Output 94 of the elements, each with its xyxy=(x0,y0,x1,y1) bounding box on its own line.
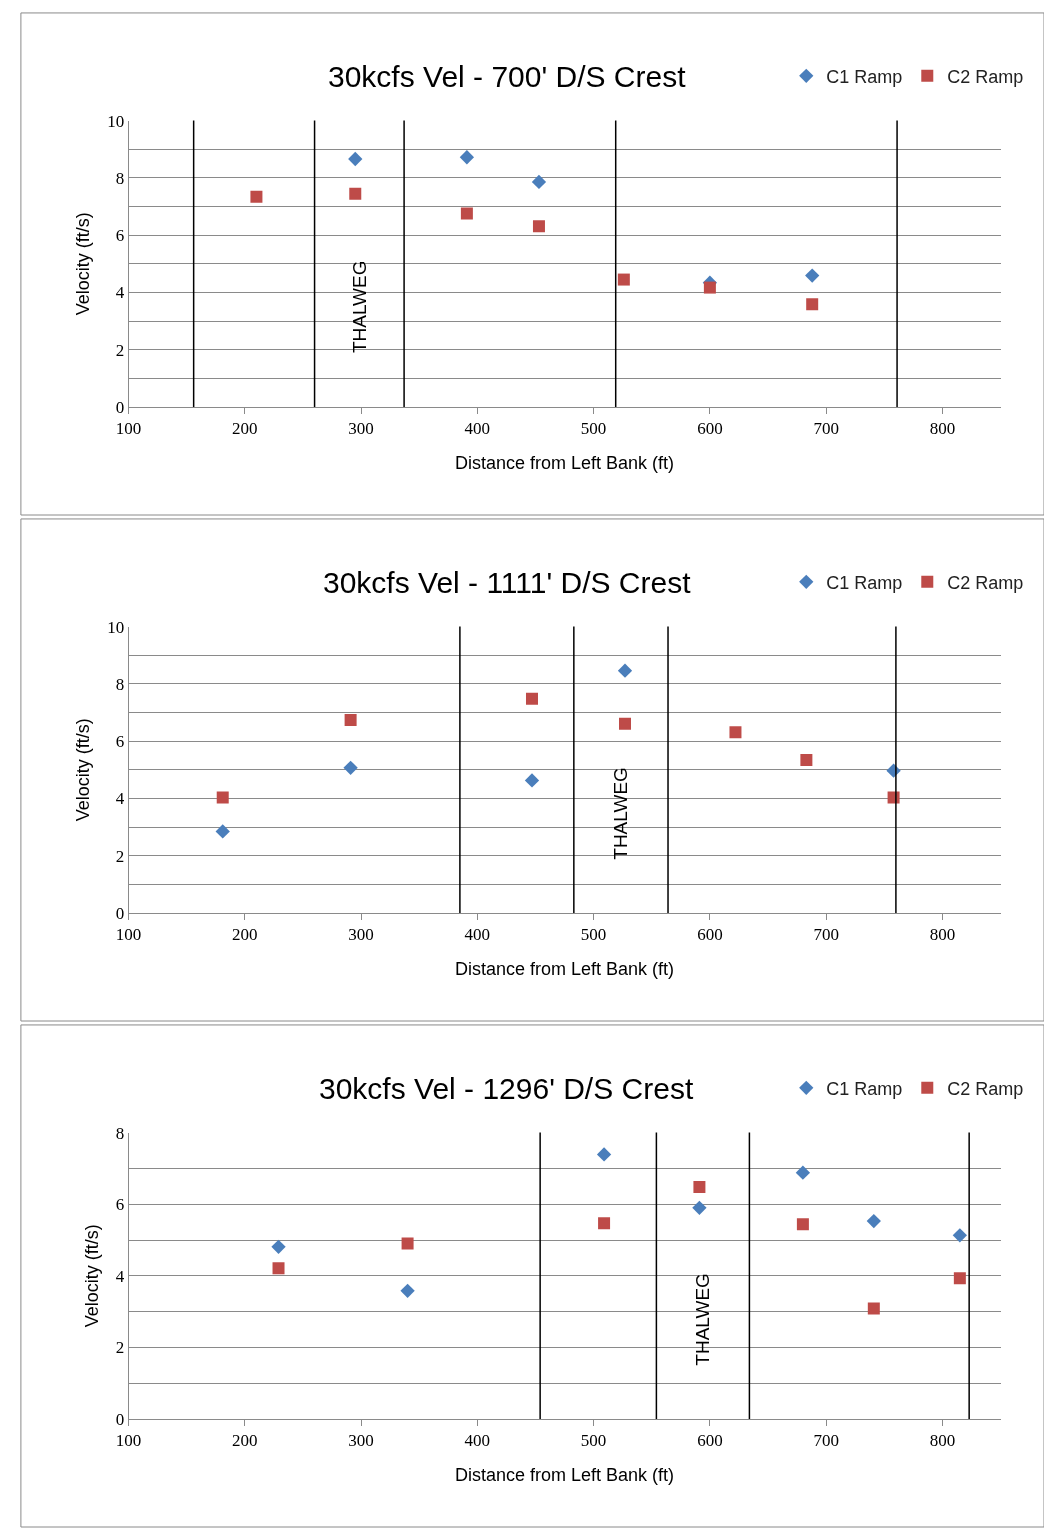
x-tick-label: 700 xyxy=(813,1431,839,1451)
point xyxy=(250,190,263,203)
legend-label: C1 Ramp xyxy=(826,572,903,593)
point xyxy=(344,713,357,726)
y-tick-label: 4 xyxy=(115,283,125,303)
point xyxy=(867,1302,880,1315)
point xyxy=(796,1218,809,1231)
x-tick-label: 100 xyxy=(115,925,142,945)
x-tick-label: 700 xyxy=(813,925,839,945)
point xyxy=(693,1181,706,1194)
y-tick-label: 8 xyxy=(115,1123,125,1143)
y-axis-title: Velocity (ft/s) xyxy=(81,1224,102,1328)
point xyxy=(349,187,362,200)
y-axis-title: Velocity (ft/s) xyxy=(73,718,94,822)
x-axis-title: Distance from Left Bank (ft) xyxy=(455,452,675,473)
point xyxy=(343,760,358,775)
point xyxy=(532,220,545,233)
y-tick-label: 2 xyxy=(115,340,125,360)
point xyxy=(216,791,229,804)
x-tick-label: 300 xyxy=(348,1431,374,1451)
x-tick-label: 500 xyxy=(580,925,607,945)
y-tick-label: 8 xyxy=(115,168,125,188)
chart-title: 30kcfs Vel - 1111' D/S Crest xyxy=(323,566,692,599)
x-tick-label: 400 xyxy=(464,419,491,439)
point xyxy=(272,1262,285,1275)
x-tick-label: 300 xyxy=(348,925,374,945)
point xyxy=(866,1213,881,1229)
y-tick-label: 6 xyxy=(115,1195,125,1215)
point xyxy=(806,298,819,311)
point xyxy=(596,1147,612,1162)
point xyxy=(953,1272,966,1285)
y-tick-label: 0 xyxy=(115,397,125,417)
annotation: THALWEG xyxy=(610,767,632,860)
x-tick-label: 500 xyxy=(580,419,607,439)
x-tick-label: 400 xyxy=(464,1431,491,1451)
point xyxy=(619,717,631,730)
y-tick-label: 10 xyxy=(107,617,125,637)
point xyxy=(729,726,742,739)
x-tick-label: 200 xyxy=(232,419,258,439)
y-tick-label: 6 xyxy=(115,226,125,246)
annotation: THALWEG xyxy=(692,1273,714,1366)
point xyxy=(459,150,475,165)
x-tick-label: 200 xyxy=(232,1431,258,1451)
x-tick-label: 500 xyxy=(580,1431,607,1451)
point xyxy=(400,1283,415,1298)
point xyxy=(598,1217,611,1230)
y-tick-label: 8 xyxy=(115,674,125,694)
x-tick-label: 100 xyxy=(115,1431,142,1451)
x-tick-label: 800 xyxy=(929,419,956,439)
annotation: THALWEG xyxy=(348,260,370,354)
point xyxy=(531,174,547,190)
x-axis-title: Distance from Left Bank (ft) xyxy=(455,1464,675,1485)
point xyxy=(524,773,540,788)
point xyxy=(952,1228,967,1243)
point xyxy=(795,1165,811,1180)
legend-label: C2 Ramp xyxy=(947,1078,1024,1099)
point xyxy=(692,1200,707,1215)
legend-label: C2 Ramp xyxy=(947,572,1024,593)
point xyxy=(215,824,230,839)
point xyxy=(703,281,716,294)
point xyxy=(348,151,363,167)
y-tick-label: 2 xyxy=(115,1338,125,1358)
point xyxy=(800,754,813,767)
x-tick-label: 600 xyxy=(697,925,723,945)
point xyxy=(460,207,473,220)
x-tick-label: 600 xyxy=(697,419,723,439)
y-tick-label: 0 xyxy=(115,903,125,923)
y-tick-label: 6 xyxy=(115,732,125,752)
y-tick-label: 0 xyxy=(115,1409,125,1429)
x-tick-label: 800 xyxy=(929,1431,956,1451)
y-tick-label: 4 xyxy=(115,1266,125,1286)
legend-label: C1 Ramp xyxy=(826,1078,903,1099)
x-axis-title: Distance from Left Bank (ft) xyxy=(455,958,675,979)
chart-title: 30kcfs Vel - 700' D/S Crest xyxy=(328,60,687,93)
y-axis-title: Velocity (ft/s) xyxy=(73,212,94,316)
y-tick-label: 10 xyxy=(107,111,125,131)
x-tick-label: 300 xyxy=(348,419,374,439)
x-tick-label: 100 xyxy=(115,419,142,439)
point xyxy=(525,692,538,705)
x-tick-label: 200 xyxy=(232,925,258,945)
x-tick-label: 400 xyxy=(464,925,491,945)
x-tick-label: 600 xyxy=(697,1431,723,1451)
point xyxy=(805,268,820,283)
legend-label: C2 Ramp xyxy=(947,66,1024,87)
y-tick-label: 2 xyxy=(115,846,125,866)
chart-title: 30kcfs Vel - 1296' D/S Crest xyxy=(319,1072,694,1105)
x-tick-label: 700 xyxy=(813,419,839,439)
x-tick-label: 800 xyxy=(929,925,956,945)
legend-label: C1 Ramp xyxy=(826,66,903,87)
y-tick-label: 4 xyxy=(115,789,125,809)
point xyxy=(617,273,630,286)
point xyxy=(401,1237,414,1250)
point xyxy=(271,1239,286,1254)
point xyxy=(617,663,633,678)
